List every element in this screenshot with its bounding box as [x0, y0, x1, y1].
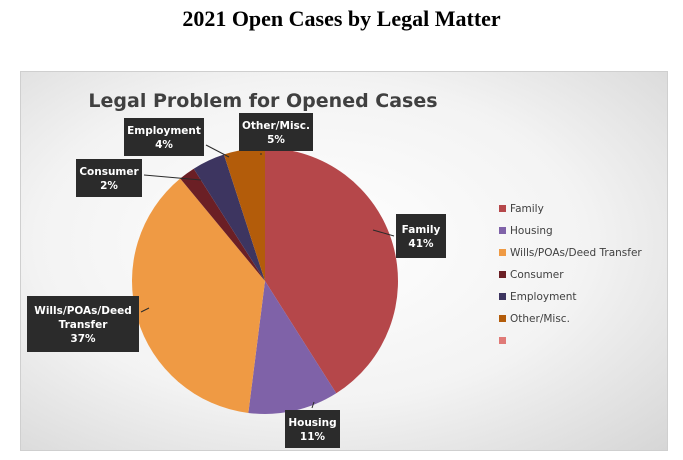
legend-entry-wills-poas-deed-transfer: Wills/POAs/Deed Transfer	[499, 247, 642, 259]
data-label-name: Employment	[127, 125, 201, 137]
legend-label: Housing	[510, 225, 553, 237]
data-label-housing: Housing 11%	[285, 401, 340, 448]
label-box	[396, 214, 446, 258]
pie-slices	[131, 148, 399, 414]
legend-label: Wills/POAs/Deed Transfer	[510, 247, 642, 259]
data-label-percent: 37%	[70, 333, 96, 345]
legend-label: Family	[510, 203, 544, 215]
leader-line	[311, 401, 315, 409]
legend-swatch	[499, 227, 506, 234]
legend-swatch	[499, 271, 506, 278]
pie-slice-employment	[193, 154, 265, 281]
page-title: 2021 Open Cases by Legal Matter	[182, 6, 501, 31]
label-box	[76, 159, 142, 197]
pie-slice-family	[265, 148, 399, 394]
legend-entry-housing: Housing	[499, 225, 553, 237]
data-label-wills-poas-deed-transfer: Wills/POAs/Deed Transfer 37%	[27, 296, 150, 352]
data-label-percent: 2%	[100, 180, 118, 192]
label-box	[124, 118, 204, 156]
data-label-percent: 4%	[155, 139, 173, 151]
data-label-percent: 11%	[300, 431, 326, 443]
data-label-name: Wills/POAs/Deed	[34, 305, 132, 317]
data-label-name: Consumer	[79, 166, 139, 178]
data-label-family: Family 41%	[372, 214, 446, 258]
chart-area: Legal Problem for Opened Cases Family 41%…	[20, 71, 668, 451]
pie-slice-other-misc	[223, 148, 265, 281]
legend-label: Employment	[510, 291, 577, 303]
leader-line	[372, 229, 395, 237]
legend: Family Housing Wills/POAs/Deed Transfer Con…	[499, 203, 642, 344]
label-box	[27, 296, 139, 352]
data-labels: Family 41% Housing 11% Wills/POAs/Deed Transf…	[27, 113, 446, 448]
legend-label: Consumer	[510, 269, 564, 281]
legend-swatch	[499, 337, 506, 344]
pie-slice-housing	[248, 281, 337, 414]
data-label-consumer: Consumer 2%	[76, 159, 202, 197]
label-box	[285, 410, 340, 448]
data-label-name: Transfer	[59, 319, 109, 331]
data-label-other-misc: Other/Misc. 5%	[239, 113, 313, 155]
data-label-name: Housing	[288, 417, 336, 429]
label-box	[239, 113, 313, 151]
legend-swatch	[499, 249, 506, 256]
legend-entry-consumer: Consumer	[499, 269, 564, 281]
pie-slice-wills-poas-deed-transfer	[131, 178, 265, 413]
legend-swatch	[499, 293, 506, 300]
legend-entry-other-misc: Other/Misc.	[499, 313, 570, 325]
pie-chart: Legal Problem for Opened Cases Family 41%…	[27, 90, 642, 448]
legend-entry-employment: Employment	[499, 291, 577, 303]
legend-entry-blank	[499, 337, 506, 344]
data-label-percent: 41%	[408, 238, 434, 250]
pie-slice-consumer	[180, 168, 265, 281]
legend-entry-family: Family	[499, 203, 544, 215]
data-label-percent: 5%	[267, 134, 285, 146]
legend-label: Other/Misc.	[510, 313, 570, 325]
legend-swatch	[499, 315, 506, 322]
chart-title: Legal Problem for Opened Cases	[88, 90, 437, 112]
data-label-name: Other/Misc.	[242, 120, 310, 132]
leader-line	[143, 174, 202, 181]
leader-line	[140, 307, 150, 313]
data-label-employment: Employment 4%	[124, 118, 230, 158]
leader-line	[205, 144, 230, 158]
data-label-name: Family	[402, 224, 441, 236]
legend-swatch	[499, 205, 506, 212]
